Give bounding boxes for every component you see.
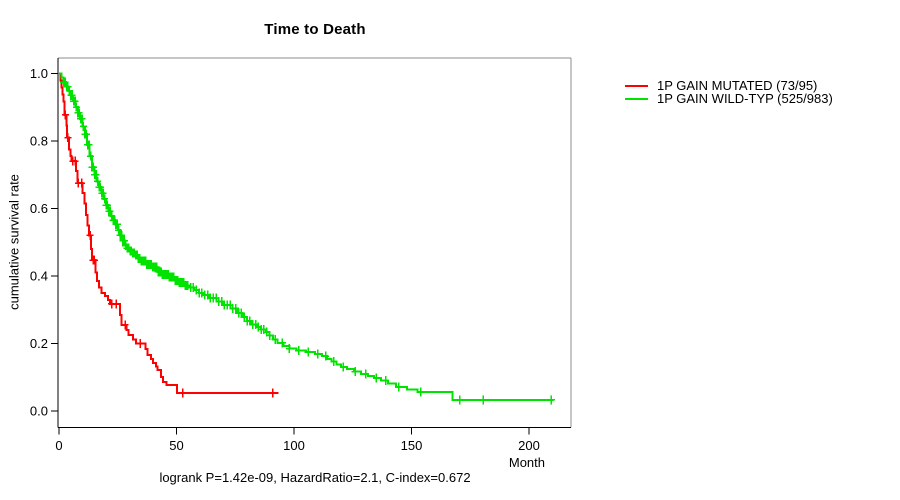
axes: 0 50 100 150 200 0.0 0.2 0.4 0.6 0.8 1.0 [30,66,540,453]
y-tick-label: 0.6 [30,201,48,216]
censor-marks [60,77,555,405]
stats-annotation: logrank P=1.42e-09, HazardRatio=2.1, C-i… [159,470,471,485]
x-tick-label: 200 [518,438,540,453]
legend-color-line-wildtype [625,98,648,100]
x-tick-label: 100 [283,438,305,453]
survival-curve-wildtype [59,72,555,405]
legend-color-line-mutated [625,85,648,87]
legend-label-mutated: 1P GAIN MUTATED (73/95) [657,78,818,93]
legend: 1P GAIN MUTATED (73/95) 1P GAIN WILD-TYP… [625,78,833,106]
x-tick-label: 150 [401,438,423,453]
legend-label-wildtype: 1P GAIN WILD-TYP (525/983) [657,91,833,106]
legend-item-mutated: 1P GAIN MUTATED (73/95) [625,78,833,93]
y-tick-label: 0.2 [30,336,48,351]
y-tick-label: 0.0 [30,404,48,419]
survival-curve-mutated [59,72,279,398]
x-axis-label: Month [508,455,545,470]
chart-title: Time to Death [264,21,366,38]
censor-marks [61,110,277,398]
y-tick-label: 0.8 [30,133,48,148]
y-tick-label: 0.4 [30,268,48,283]
x-tick-label: 0 [55,438,62,453]
plot-frame [57,57,572,428]
legend-item-wildtype: 1P GAIN WILD-TYP (525/983) [625,91,833,106]
km-step-line [59,72,279,395]
y-tick-label: 1.0 [30,66,48,81]
km-step-line [59,72,554,401]
x-tick-label: 50 [169,438,183,453]
